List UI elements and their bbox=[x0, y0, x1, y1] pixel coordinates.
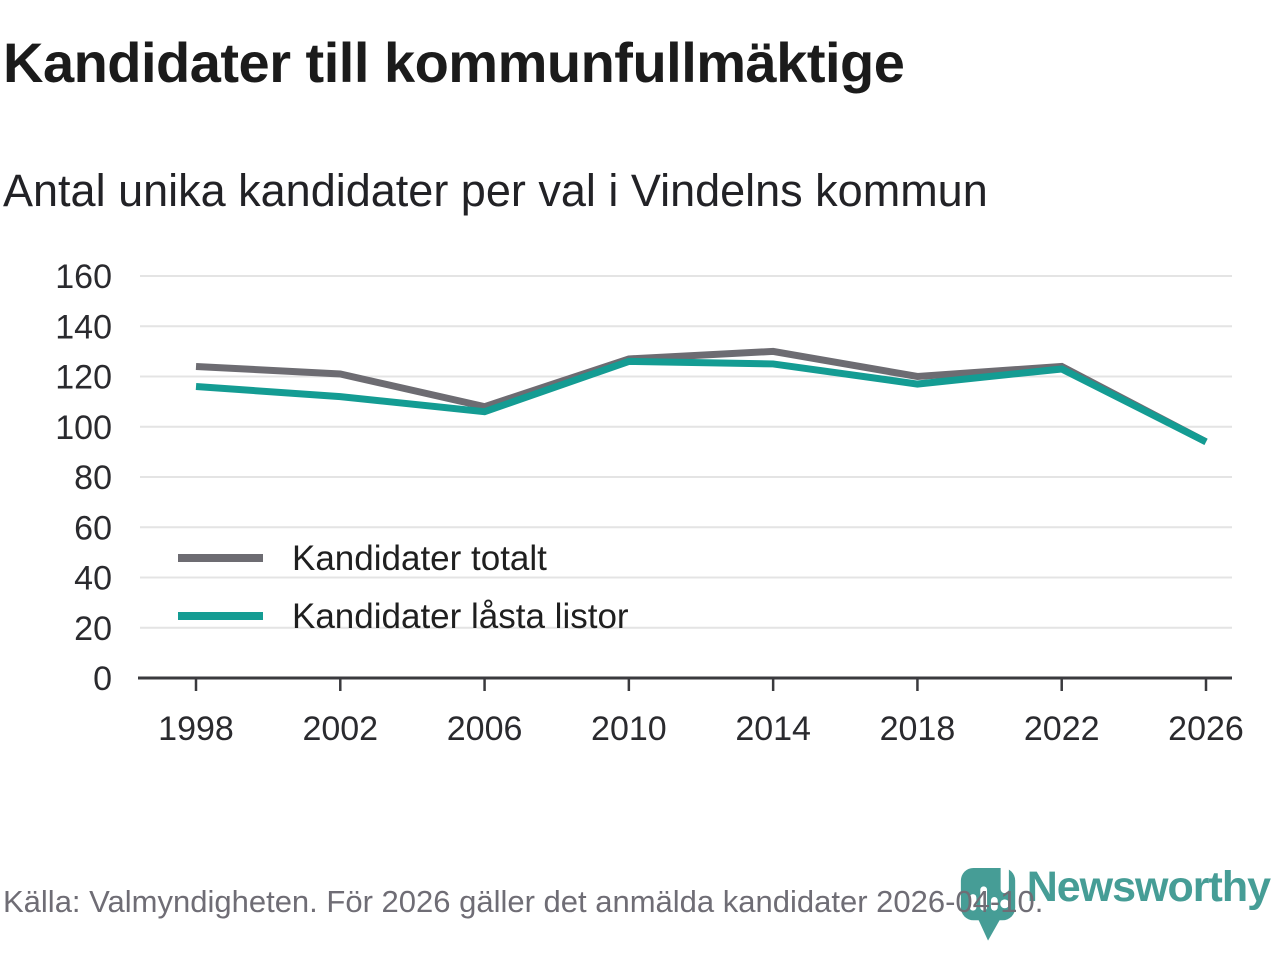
chart-title: Kandidater till kommunfullmäktige bbox=[3, 31, 905, 94]
y-axis-label: 140 bbox=[55, 308, 112, 346]
newsworthy-logo: Newsworthy bbox=[957, 852, 1271, 944]
y-axis-label: 100 bbox=[55, 409, 112, 447]
chart-subtitle: Antal unika kandidater per val i Vindeln… bbox=[3, 165, 988, 216]
x-axis-label: 2006 bbox=[447, 710, 523, 748]
x-axis-label: 2002 bbox=[302, 710, 378, 748]
newsworthy-wordmark: Newsworthy bbox=[1026, 863, 1271, 911]
series-line-kandidater-l-sta-listor bbox=[195, 357, 1208, 445]
logo-bar-short bbox=[990, 897, 998, 911]
legend-label-kandidater-totalt: Kandidater totalt bbox=[292, 539, 547, 578]
legend-label-kandidater-l-sta-listor: Kandidater låsta listor bbox=[292, 597, 629, 636]
x-axis-label: 2022 bbox=[1024, 710, 1100, 748]
logo-exclamation-dot bbox=[999, 899, 1009, 909]
y-axis-label: 120 bbox=[55, 359, 112, 397]
y-axis-label: 40 bbox=[74, 560, 112, 598]
logo-exclamation-bar bbox=[1000, 856, 1009, 894]
y-axis-label: 60 bbox=[74, 509, 112, 547]
logo-bar-medium bbox=[979, 886, 987, 911]
y-axis-label: 20 bbox=[74, 610, 112, 648]
y-axis-label: 0 bbox=[93, 660, 112, 698]
source-note: Källa: Valmyndigheten. För 2026 gäller d… bbox=[3, 884, 1044, 919]
x-axis-label: 2010 bbox=[591, 710, 667, 748]
logo-bar-small bbox=[969, 894, 977, 911]
x-axis-label: 2018 bbox=[880, 710, 956, 748]
y-axis-label: 160 bbox=[55, 258, 112, 296]
x-axis-label: 2014 bbox=[735, 710, 811, 748]
x-axis-label: 2026 bbox=[1168, 710, 1244, 748]
x-axis-label: 1998 bbox=[158, 710, 234, 748]
newsworthy-icon bbox=[960, 856, 1015, 941]
logo-bubble-tail bbox=[977, 917, 1001, 941]
y-axis-label: 80 bbox=[74, 459, 112, 497]
